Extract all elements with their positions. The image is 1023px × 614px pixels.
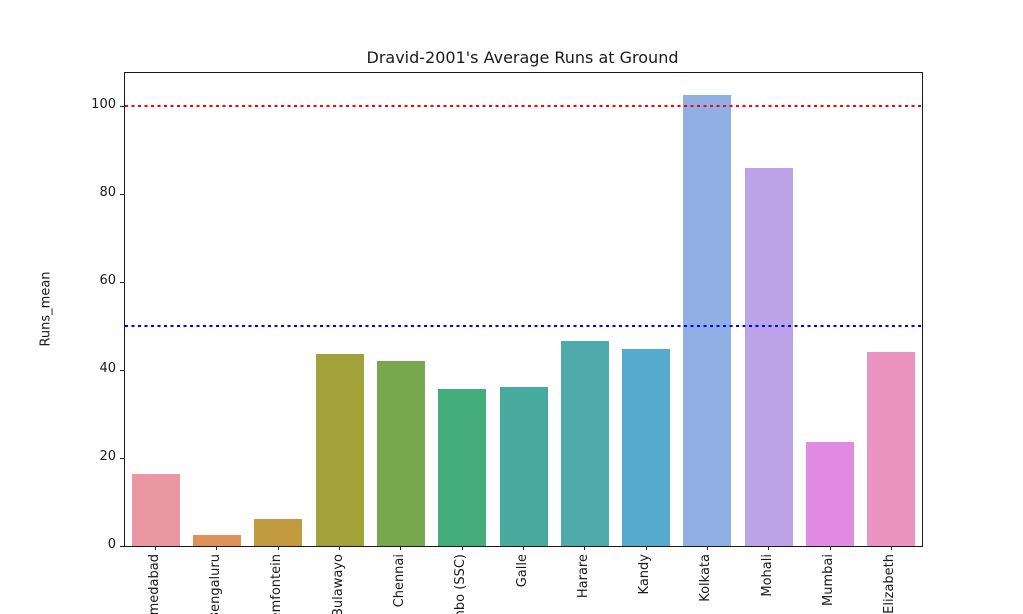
x-tick-mark: [155, 546, 157, 550]
bar-bulawayo: [315, 353, 364, 546]
chart-title: Dravid-2001's Average Runs at Ground: [366, 48, 679, 67]
x-tick-mark: [461, 546, 463, 550]
x-tick-mark: [706, 546, 708, 550]
x-tick-mark: [645, 546, 647, 550]
x-tick-mark: [277, 546, 279, 550]
reference-line-upper-threshold: [125, 105, 922, 107]
x-tick-label-harare: Harare: [575, 554, 591, 599]
x-tick-mark: [523, 546, 524, 550]
y-tick-mark: [120, 546, 124, 547]
y-tick-label: 0: [107, 537, 116, 552]
bar-mohali: [744, 168, 793, 546]
y-tick-label: 100: [91, 97, 116, 112]
x-tick-mark: [339, 546, 341, 550]
bar-colombo-ssc-: [438, 388, 487, 546]
x-tick-label-ahmedabad: Ahmedabad: [146, 554, 162, 614]
x-tick-label-mumbai: Mumbai: [821, 554, 837, 606]
x-tick-label-galle: Galle: [514, 554, 530, 588]
bar-port-elizabeth: [867, 351, 916, 546]
y-tick-label: 60: [99, 273, 116, 288]
x-tick-mark: [829, 546, 831, 550]
x-tick-label-chennai: Chennai: [391, 554, 407, 608]
x-tick-label-kolkata: Kolkata: [698, 554, 714, 602]
x-tick-label-bloemfontein: Bloemfontein: [269, 554, 285, 614]
x-tick-label-bulawayo: Bulawayo: [330, 554, 346, 614]
x-tick-mark: [768, 546, 770, 550]
y-tick-label: 80: [99, 185, 116, 200]
x-tick-mark: [216, 546, 218, 550]
y-tick-mark: [120, 370, 124, 371]
bar-bloemfontein: [254, 519, 303, 546]
y-axis-label: Runs_mean: [38, 271, 54, 347]
bar-harare: [560, 340, 609, 546]
y-tick-mark: [120, 458, 124, 459]
bar-mumbai: [806, 441, 855, 546]
y-tick-label: 20: [99, 449, 116, 464]
x-tick-label-bengaluru: Bengaluru: [207, 554, 223, 614]
y-tick-mark: [120, 106, 124, 107]
x-tick-label-port-elizabeth: Port Elizabeth: [882, 554, 898, 614]
bar-galle: [499, 386, 548, 546]
y-tick-mark: [120, 194, 124, 195]
x-tick-mark: [890, 546, 892, 550]
x-tick-label-colombo-ssc-: Colombo (SSC): [453, 554, 469, 614]
y-tick-mark: [120, 282, 124, 283]
y-tick-label: 40: [99, 361, 116, 376]
bar-chennai: [376, 360, 425, 546]
plot-area: [120, 72, 923, 550]
x-tick-label-mohali: Mohali: [759, 554, 775, 597]
reference-line-lower-threshold: [125, 325, 922, 327]
bar-ahmedabad: [131, 474, 180, 546]
x-tick-mark: [584, 546, 586, 550]
x-tick-label-kandy: Kandy: [637, 554, 653, 595]
bar-kolkata: [683, 95, 732, 546]
bar-kandy: [622, 349, 671, 546]
x-tick-mark: [400, 546, 402, 550]
bar-bengaluru: [192, 534, 241, 546]
